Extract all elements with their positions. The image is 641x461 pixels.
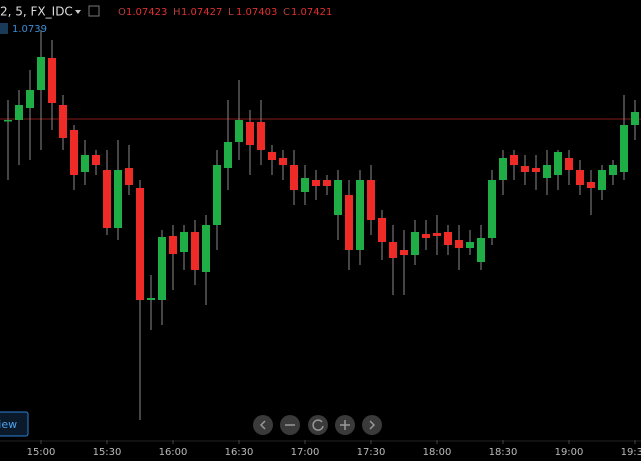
candle-body — [26, 90, 34, 108]
candle-body — [356, 180, 364, 250]
candle-body — [400, 250, 408, 255]
candle-body — [48, 58, 56, 103]
candle-body — [136, 188, 144, 300]
candle-body — [59, 105, 67, 138]
candle-body — [290, 165, 298, 190]
candle-body — [268, 152, 276, 160]
candle-body — [620, 125, 628, 172]
scroll-right-button[interactable] — [362, 415, 382, 435]
plot-area: 15:00 15:30 16:00 16:30 17:00 17:30 18:00 18:30… — [0, 30, 641, 458]
symbol: 2, 5, FX_IDC — [0, 5, 73, 19]
candle-body — [554, 152, 562, 175]
scroll-left-icon — [259, 420, 266, 430]
x-tick-label: 19:30 — [621, 447, 641, 458]
candle-body — [301, 178, 309, 192]
legend-key: O — [118, 7, 126, 18]
scroll-right-icon — [369, 420, 376, 430]
candle-body — [125, 168, 133, 185]
reset-icon — [312, 419, 324, 431]
candle-body — [532, 168, 540, 172]
candle-body — [576, 170, 584, 185]
zoom-toolbar — [253, 415, 382, 435]
legend-key: L — [228, 7, 234, 18]
reset-button[interactable] — [308, 415, 328, 435]
candle-body — [279, 158, 287, 165]
candle-body — [521, 166, 529, 172]
candle-body — [213, 165, 221, 225]
x-tick-label: 18:00 — [423, 447, 452, 458]
candle-body — [378, 218, 386, 242]
candle-body — [92, 155, 100, 165]
candle-body — [598, 170, 606, 190]
candle-body — [488, 180, 496, 238]
candle-body — [257, 122, 265, 150]
candle-body — [323, 180, 331, 186]
candle-body — [158, 237, 166, 300]
x-tick-label: 16:30 — [225, 447, 254, 458]
candle-body — [334, 180, 342, 215]
candle-body — [15, 105, 23, 120]
candle-body — [4, 120, 12, 122]
legend-key: C — [283, 7, 290, 18]
candle-body — [202, 225, 210, 272]
indicator-icon — [0, 23, 8, 34]
settings-icon[interactable] — [88, 5, 100, 17]
candle-body — [246, 122, 254, 145]
candle-body — [312, 180, 320, 186]
candle-body — [455, 240, 463, 248]
candle-body — [367, 180, 375, 220]
candle-body — [103, 170, 111, 228]
candle-body — [147, 298, 155, 300]
candle-body — [433, 233, 441, 236]
header: 2, 5, FX_IDC 1.0739 O 1.07423 H 1.07427 L 1.0… — [0, 5, 332, 35]
indicator-value: 1.0739 — [12, 24, 47, 35]
x-tick-label: 18:30 — [489, 447, 518, 458]
view-button-label[interactable]: View — [0, 418, 17, 431]
x-tick-label: 19:00 — [555, 447, 584, 458]
candle-body — [631, 112, 639, 125]
candle-body — [345, 195, 353, 250]
candle-body — [235, 120, 243, 142]
x-tick-label: 17:00 — [291, 447, 320, 458]
candle-body — [477, 238, 485, 262]
candle-body — [422, 234, 430, 238]
candle-body — [444, 232, 452, 245]
candle-body — [81, 155, 89, 172]
legend-value: 1.07403 — [236, 7, 277, 18]
candle-body — [543, 165, 551, 178]
zoom-in-icon — [340, 420, 350, 430]
x-tick-label: 16:00 — [159, 447, 188, 458]
candle-body — [180, 232, 188, 252]
candle-body — [609, 165, 617, 175]
candle-body — [114, 170, 122, 228]
x-tick-label: 17:30 — [357, 447, 386, 458]
candle-body — [224, 142, 232, 168]
candle-body — [37, 57, 45, 90]
legend-value: 1.07427 — [181, 7, 222, 18]
view-button[interactable]: View — [0, 411, 29, 437]
candle-body — [466, 242, 474, 248]
candle-body — [499, 158, 507, 180]
legend-value: 1.07423 — [126, 7, 167, 18]
view-button-frame[interactable] — [0, 411, 29, 437]
x-tick-label: 15:30 — [93, 447, 122, 458]
legend-key: H — [173, 7, 181, 18]
scroll-left-button[interactable] — [253, 415, 273, 435]
candle-body — [169, 236, 177, 254]
candle-body — [411, 232, 419, 255]
candle-body — [389, 242, 397, 258]
candle-body — [191, 232, 199, 270]
candle-body — [510, 155, 518, 165]
candle-body — [587, 182, 595, 188]
x-tick-label: 15:00 — [27, 447, 56, 458]
candle-body — [70, 130, 78, 175]
legend-value: 1.07421 — [291, 7, 332, 18]
candle-body — [565, 158, 573, 170]
symbol-caret[interactable] — [75, 10, 81, 14]
